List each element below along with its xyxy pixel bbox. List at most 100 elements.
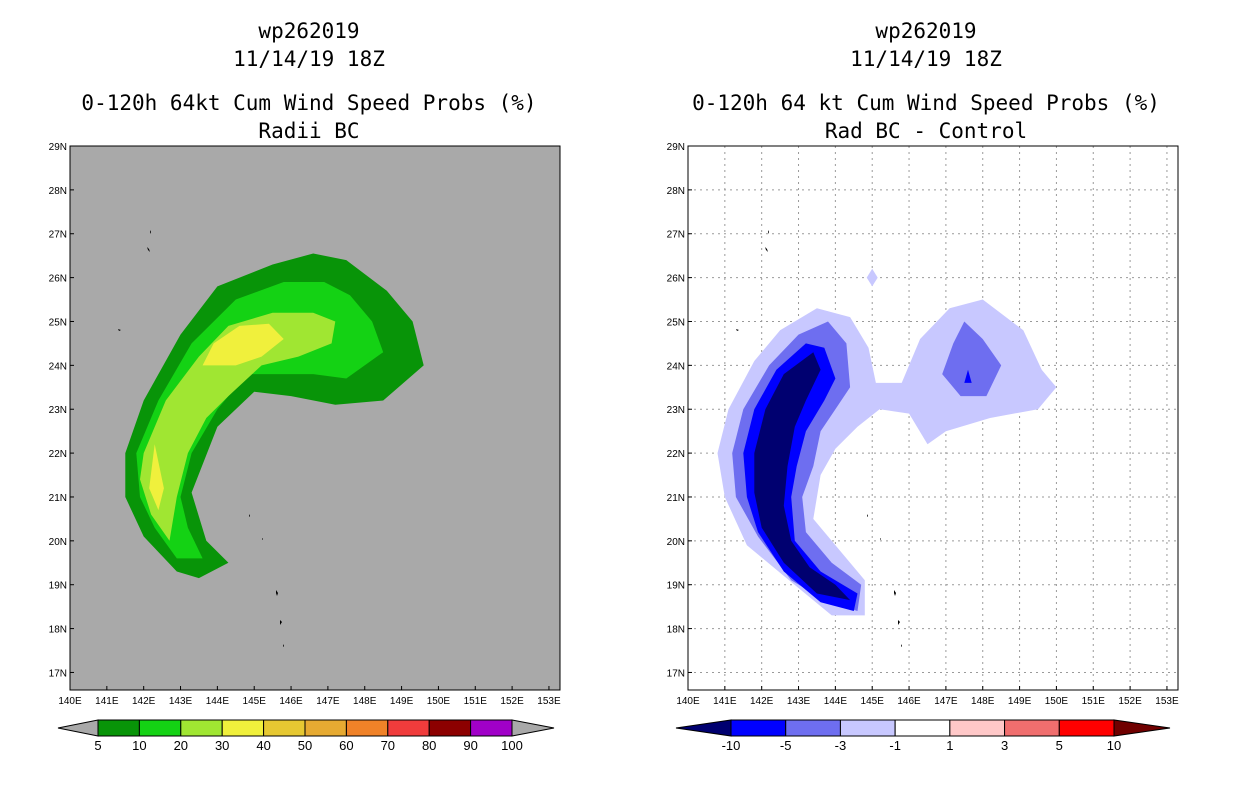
left-contours	[125, 253, 424, 579]
x-tick-label: 142E	[132, 696, 156, 707]
x-tick-label: 144E	[824, 696, 848, 707]
y-tick-label: 18N	[49, 625, 67, 636]
contour-region--3to-1	[866, 268, 878, 287]
y-tick-label: 26N	[49, 274, 67, 285]
x-tick-label: 140E	[58, 696, 82, 707]
colorbar-label: -1	[889, 738, 901, 753]
colorbar-swatch	[949, 719, 1006, 737]
colorbar-swatch	[138, 719, 182, 737]
x-tick-label: 152E	[500, 696, 524, 707]
colorbar-label: -5	[780, 738, 792, 753]
colorbar-label: 50	[298, 738, 312, 753]
y-tick-label: 28N	[667, 186, 685, 197]
colorbar-label: 3	[1001, 738, 1008, 753]
colorbar-swatch	[785, 719, 841, 737]
left-title-line-2: 11/14/19 18Z	[233, 47, 385, 71]
y-tick-label: 25N	[667, 317, 685, 328]
x-tick-label: 151E	[464, 696, 488, 707]
x-tick-label: 149E	[390, 696, 414, 707]
x-tick-label: 148E	[971, 696, 995, 707]
colorbar-label: 1	[946, 738, 953, 753]
y-tick-label: 21N	[667, 493, 685, 504]
contour-region-<-10	[754, 352, 851, 601]
colorbar-swatch	[428, 719, 472, 737]
colorbar-swatch	[387, 719, 430, 737]
x-tick-label: 149E	[1008, 696, 1032, 707]
y-tick-label: 18N	[667, 625, 685, 636]
colorbar-under-arrow	[57, 719, 99, 737]
contour-region--10to-5	[964, 369, 972, 383]
y-tick-label: 29N	[49, 142, 67, 153]
left-colorbar: 5 10 20 30 40 50 60 70 80 90 100	[57, 719, 555, 753]
x-tick-label: 143E	[169, 696, 193, 707]
colorbar-label: 40	[256, 738, 270, 753]
y-tick-label: 24N	[667, 361, 685, 372]
colorbar-label: 30	[215, 738, 229, 753]
y-tick-label: 21N	[49, 493, 67, 504]
colorbar-under-arrow	[675, 719, 732, 737]
colorbar-swatch	[180, 719, 223, 737]
x-tick-label: 145E	[243, 696, 267, 707]
colorbar-swatch	[1058, 719, 1115, 737]
y-tick-label: 24N	[49, 361, 67, 372]
y-tick-label: 22N	[49, 449, 67, 460]
colorbar-swatch	[730, 719, 787, 737]
left-map-frame	[69, 145, 561, 691]
colorbar-label: 90	[463, 738, 477, 753]
x-tick-label: 151E	[1082, 696, 1106, 707]
y-tick-label: 25N	[49, 317, 67, 328]
contour-region-10-20	[136, 282, 384, 559]
y-tick-label: 20N	[49, 537, 67, 548]
colorbar-label: 5	[94, 738, 101, 753]
left-title-line-1: wp262019	[258, 19, 359, 43]
x-tick-label: 150E	[427, 696, 451, 707]
y-tick-label: 27N	[667, 230, 685, 241]
left-title-line-4: Radii BC	[258, 119, 359, 143]
x-tick-label: 147E	[934, 696, 958, 707]
x-tick-label: 144E	[206, 696, 230, 707]
colorbar-swatch	[97, 719, 140, 737]
x-tick-label: 140E	[676, 696, 700, 707]
colorbar-swatch	[1004, 719, 1060, 737]
colorbar-swatch	[263, 719, 306, 737]
x-tick-label: 148E	[353, 696, 377, 707]
right-title-line-2: 11/14/19 18Z	[850, 47, 1002, 71]
right-axes: 140E 141E 142E 143E 144E 145E 146E 147E 148E 149E…	[667, 142, 1179, 707]
right-title-line-1: wp262019	[875, 19, 976, 43]
x-tick-label: 150E	[1045, 696, 1069, 707]
right-contours	[717, 268, 1057, 616]
y-tick-label: 26N	[667, 274, 685, 285]
right-title-line-3: 0-120h 64 kt Cum Wind Speed Probs (%)	[692, 91, 1160, 115]
y-tick-label: 23N	[49, 405, 67, 416]
left-title-line-3: 0-120h 64kt Cum Wind Speed Probs (%)	[81, 91, 536, 115]
colorbar-label: 10	[132, 738, 146, 753]
x-tick-label: 143E	[787, 696, 811, 707]
right-map-frame	[687, 145, 1179, 691]
colorbar-swatch	[839, 719, 896, 737]
x-tick-label: 152E	[1118, 696, 1142, 707]
colorbar-label: 70	[381, 738, 395, 753]
y-tick-label: 17N	[49, 668, 67, 679]
x-tick-label: 153E	[537, 696, 561, 707]
contour-region--5to-3	[942, 321, 1002, 397]
contour-region-30-40	[149, 444, 164, 511]
colorbar-over-arrow	[511, 719, 555, 737]
y-tick-label: 23N	[667, 405, 685, 416]
x-tick-label: 146E	[897, 696, 921, 707]
colorbar-swatch	[221, 719, 265, 737]
colorbar-label: -10	[722, 738, 741, 753]
colorbar-label: 60	[339, 738, 353, 753]
x-tick-label: 141E	[95, 696, 119, 707]
y-tick-label: 17N	[667, 668, 685, 679]
x-tick-label: 147E	[316, 696, 340, 707]
colorbar-label: 5	[1056, 738, 1063, 753]
colorbar-label: 20	[174, 738, 188, 753]
left-axes: 140E 141E 142E 143E 144E 145E 146E 147E 148E 149E…	[49, 142, 561, 707]
y-tick-label: 20N	[667, 537, 685, 548]
y-tick-label: 22N	[667, 449, 685, 460]
colorbar-label: 100	[501, 738, 523, 753]
right-panel: wp262019 11/14/19 18Z 0-120h 64 kt Cum W…	[667, 19, 1179, 753]
colorbar-swatch	[345, 719, 389, 737]
colorbar-label: -3	[835, 738, 847, 753]
